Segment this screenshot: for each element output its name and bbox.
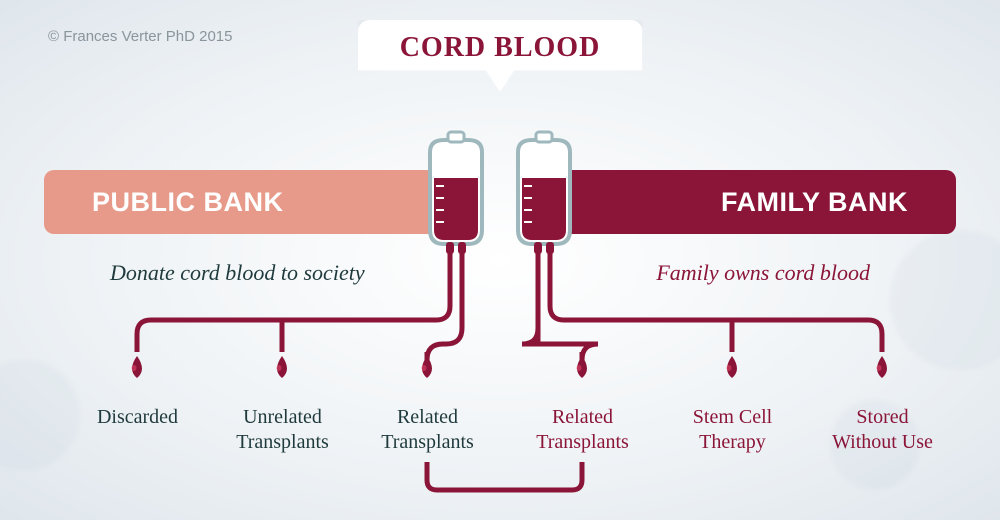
family-leaf-label: StoredWithout Use bbox=[805, 405, 960, 455]
blood-bag-icon-right bbox=[508, 138, 580, 258]
blood-bag-icon-left bbox=[420, 138, 492, 258]
family-bank-subtitle: Family owns cord blood bbox=[656, 260, 870, 286]
family-bank-bar: FAMILY BANK bbox=[536, 170, 956, 234]
family-leaf-label: Stem CellTherapy bbox=[655, 405, 810, 455]
public-leaf-label: UnrelatedTransplants bbox=[205, 405, 360, 455]
public-bank-bar: PUBLIC BANK bbox=[44, 170, 464, 234]
public-leaf-label: Discarded bbox=[60, 405, 215, 430]
family-leaf-label: RelatedTransplants bbox=[505, 405, 660, 455]
copyright-text: © Frances Verter PhD 2015 bbox=[48, 28, 232, 45]
main-title: CORD BLOOD bbox=[358, 20, 643, 92]
bg-bubble bbox=[890, 230, 1000, 370]
public-bank-subtitle: Donate cord blood to society bbox=[110, 260, 365, 286]
public-leaf-label: RelatedTransplants bbox=[350, 405, 505, 455]
